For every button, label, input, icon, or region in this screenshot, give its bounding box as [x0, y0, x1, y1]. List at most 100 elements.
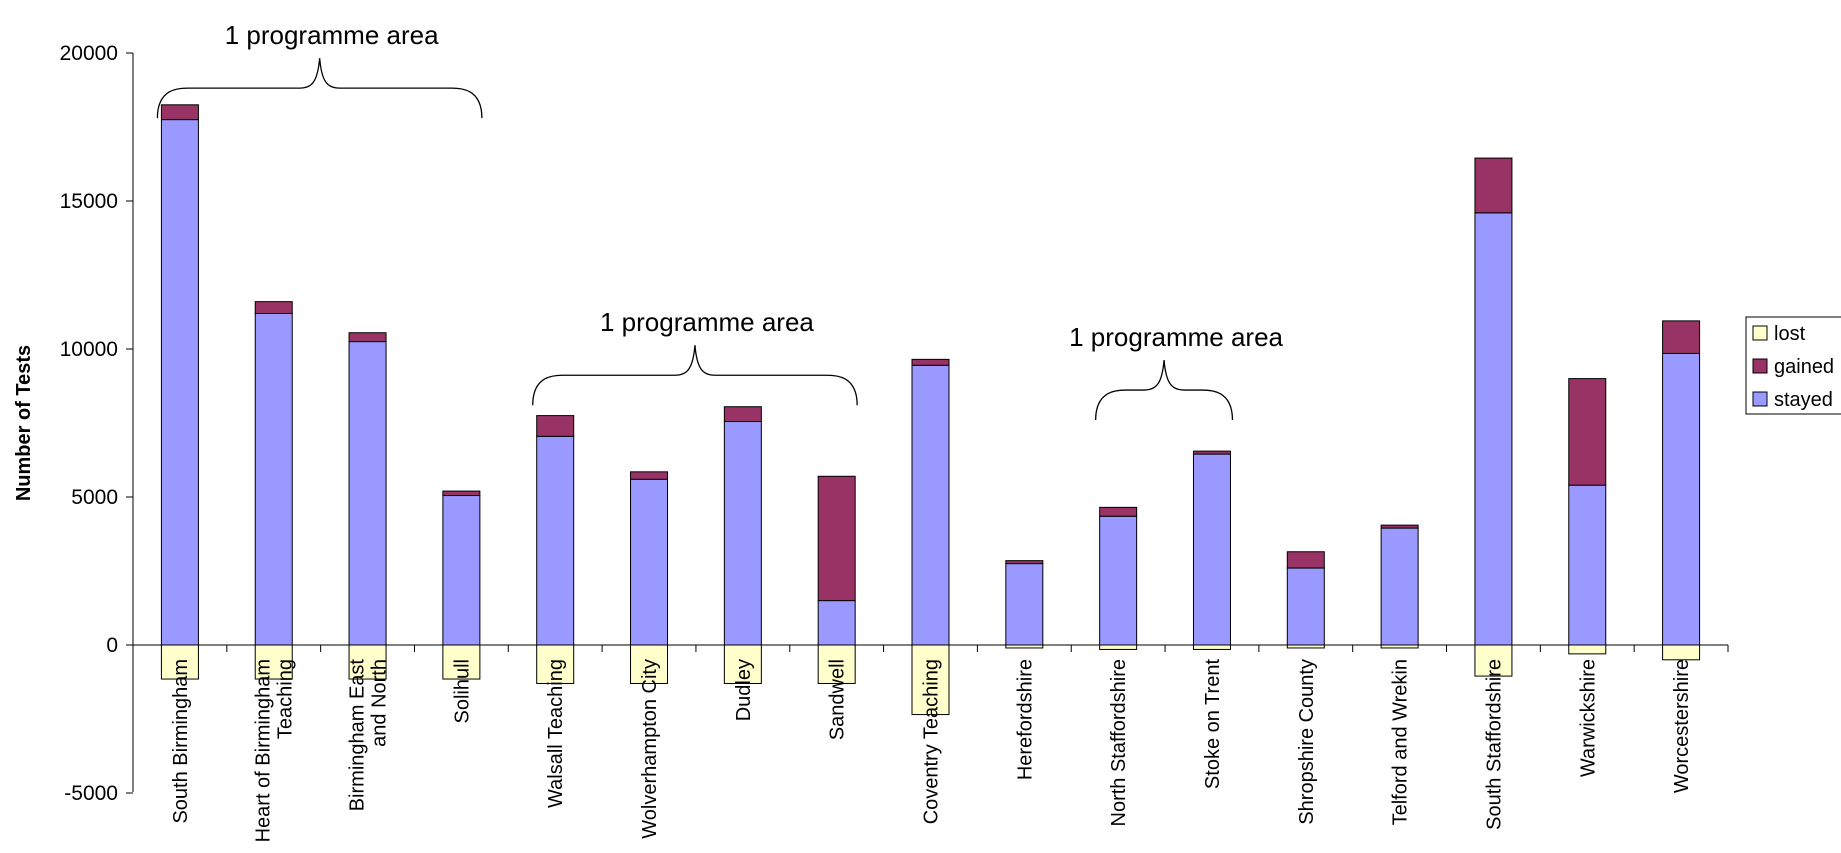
y-tick-label: 15000: [60, 190, 118, 213]
bar-stayed: [348, 341, 387, 646]
bar-stayed: [1005, 563, 1044, 646]
axes: [126, 52, 1729, 794]
category-label-line: Warwickshire: [1577, 659, 1599, 777]
category-label-line: Teaching: [275, 659, 297, 739]
annotation-label: 1 programme area: [225, 20, 439, 50]
category-label-line: Herefordshire: [1014, 659, 1036, 780]
legend-swatch-lost: [1752, 325, 1768, 341]
legend-label-gained: gained: [1774, 356, 1834, 378]
category-label: Walsall Teaching: [545, 659, 567, 808]
category-label-line: Heart of Birmingham: [253, 659, 275, 842]
bar-gained: [348, 332, 387, 343]
bar-gained: [911, 358, 950, 366]
bar-stayed: [1380, 527, 1419, 646]
category-label-line: Walsall Teaching: [545, 659, 567, 808]
category-label: Warwickshire: [1577, 659, 1599, 777]
bar-gained: [723, 406, 762, 423]
y-tick-label: 0: [106, 634, 118, 657]
legend-swatch-gained: [1752, 358, 1768, 374]
legend-label-stayed: stayed: [1774, 389, 1833, 411]
bar-stayed: [817, 600, 856, 646]
category-label-line: Wolverhampton City: [639, 659, 661, 839]
bar-gained: [1380, 524, 1419, 529]
category-label: Shropshire County: [1296, 659, 1318, 825]
annotation-brace: [1095, 359, 1234, 421]
annotations: 1 programme area 1 programme area 1 progra…: [156, 20, 1284, 421]
bar-stayed: [1192, 453, 1231, 646]
bar-gained: [1099, 506, 1138, 517]
bar-lost: [1568, 644, 1607, 655]
bar-gained: [1568, 378, 1607, 486]
bar-lost: [160, 644, 199, 680]
annotation-label: 1 programme area: [600, 307, 814, 337]
category-label: Worcestershire: [1671, 659, 1693, 793]
bar-gained: [1286, 551, 1325, 569]
bar-lost: [630, 644, 669, 684]
category-label: North Staffordshire: [1108, 659, 1130, 827]
bar-gained: [160, 104, 199, 121]
category-label: Coventry Teaching: [921, 659, 943, 824]
bar-stayed: [1568, 484, 1607, 646]
annotation-brace: [156, 58, 483, 119]
category-label-line: Dudley: [733, 659, 755, 721]
bar-stayed: [1662, 352, 1701, 646]
bar-stayed: [911, 364, 950, 646]
bar-lost: [536, 644, 575, 684]
bar-lost: [1474, 644, 1513, 677]
category-label: Dudley: [733, 659, 755, 721]
category-labels: South Birmingham Heart of BirminghamTeach…: [170, 659, 1693, 843]
bar-lost: [1192, 644, 1231, 650]
category-label: South Staffordshire: [1483, 659, 1505, 830]
bar-lost: [817, 644, 856, 684]
y-tick-label: 10000: [60, 338, 118, 361]
category-label: South Birmingham: [170, 659, 192, 824]
category-label: Heart of BirminghamTeaching: [253, 659, 297, 842]
bar-lost: [723, 644, 762, 684]
bar-gained: [254, 301, 293, 314]
bar-gained: [630, 471, 669, 480]
bar-lost: [254, 644, 293, 680]
bar-lost: [911, 644, 950, 716]
category-label-line: Stoke on Trent: [1202, 659, 1224, 790]
annotation-label: 1 programme area: [1069, 322, 1283, 352]
bar-stayed: [723, 421, 762, 646]
bar-gained: [1662, 320, 1701, 354]
bar-stayed: [630, 478, 669, 646]
bar-lost: [1099, 644, 1138, 650]
category-label-line: North Staffordshire: [1108, 659, 1130, 827]
bar-stayed: [442, 495, 481, 646]
category-label: Herefordshire: [1014, 659, 1036, 780]
category-label-line: South Staffordshire: [1483, 659, 1505, 830]
category-label-line: Shropshire County: [1296, 659, 1318, 825]
bar-gained: [1005, 560, 1044, 565]
category-label-line: and North: [369, 659, 391, 747]
bar-lost: [442, 644, 481, 680]
category-label: Solihull: [451, 659, 473, 723]
legend-swatch-stayed: [1752, 391, 1768, 407]
legend-label-lost: lost: [1774, 323, 1806, 345]
bar-stayed: [1286, 567, 1325, 646]
bar-stayed: [536, 435, 575, 646]
bar-stayed: [254, 312, 293, 646]
category-label: Birmingham Eastand North: [347, 659, 391, 812]
bar-gained: [817, 475, 856, 602]
category-label-line: Birmingham East: [347, 659, 369, 812]
legend[interactable]: lost gained stayed: [1745, 316, 1841, 415]
category-label-line: Worcestershire: [1671, 659, 1693, 793]
y-tick-labels: -5000 0 5000 10000 15000 20000: [60, 42, 118, 805]
bar-stayed: [160, 119, 199, 646]
bar-gained: [442, 490, 481, 497]
y-axis-title: Number of Tests: [13, 345, 35, 501]
bar-gained: [536, 415, 575, 437]
category-label: Stoke on Trent: [1202, 659, 1224, 790]
category-label-line: Sandwell: [827, 659, 849, 740]
category-label: Telford and Wrekin: [1390, 659, 1412, 825]
y-tick-label: 5000: [71, 486, 118, 509]
y-tick-label: -5000: [64, 782, 118, 805]
bar-stayed: [1099, 515, 1138, 646]
category-label-line: Telford and Wrekin: [1390, 659, 1412, 825]
bar-lost: [1662, 644, 1701, 661]
category-label: Sandwell: [827, 659, 849, 740]
category-label-line: Coventry Teaching: [921, 659, 943, 824]
